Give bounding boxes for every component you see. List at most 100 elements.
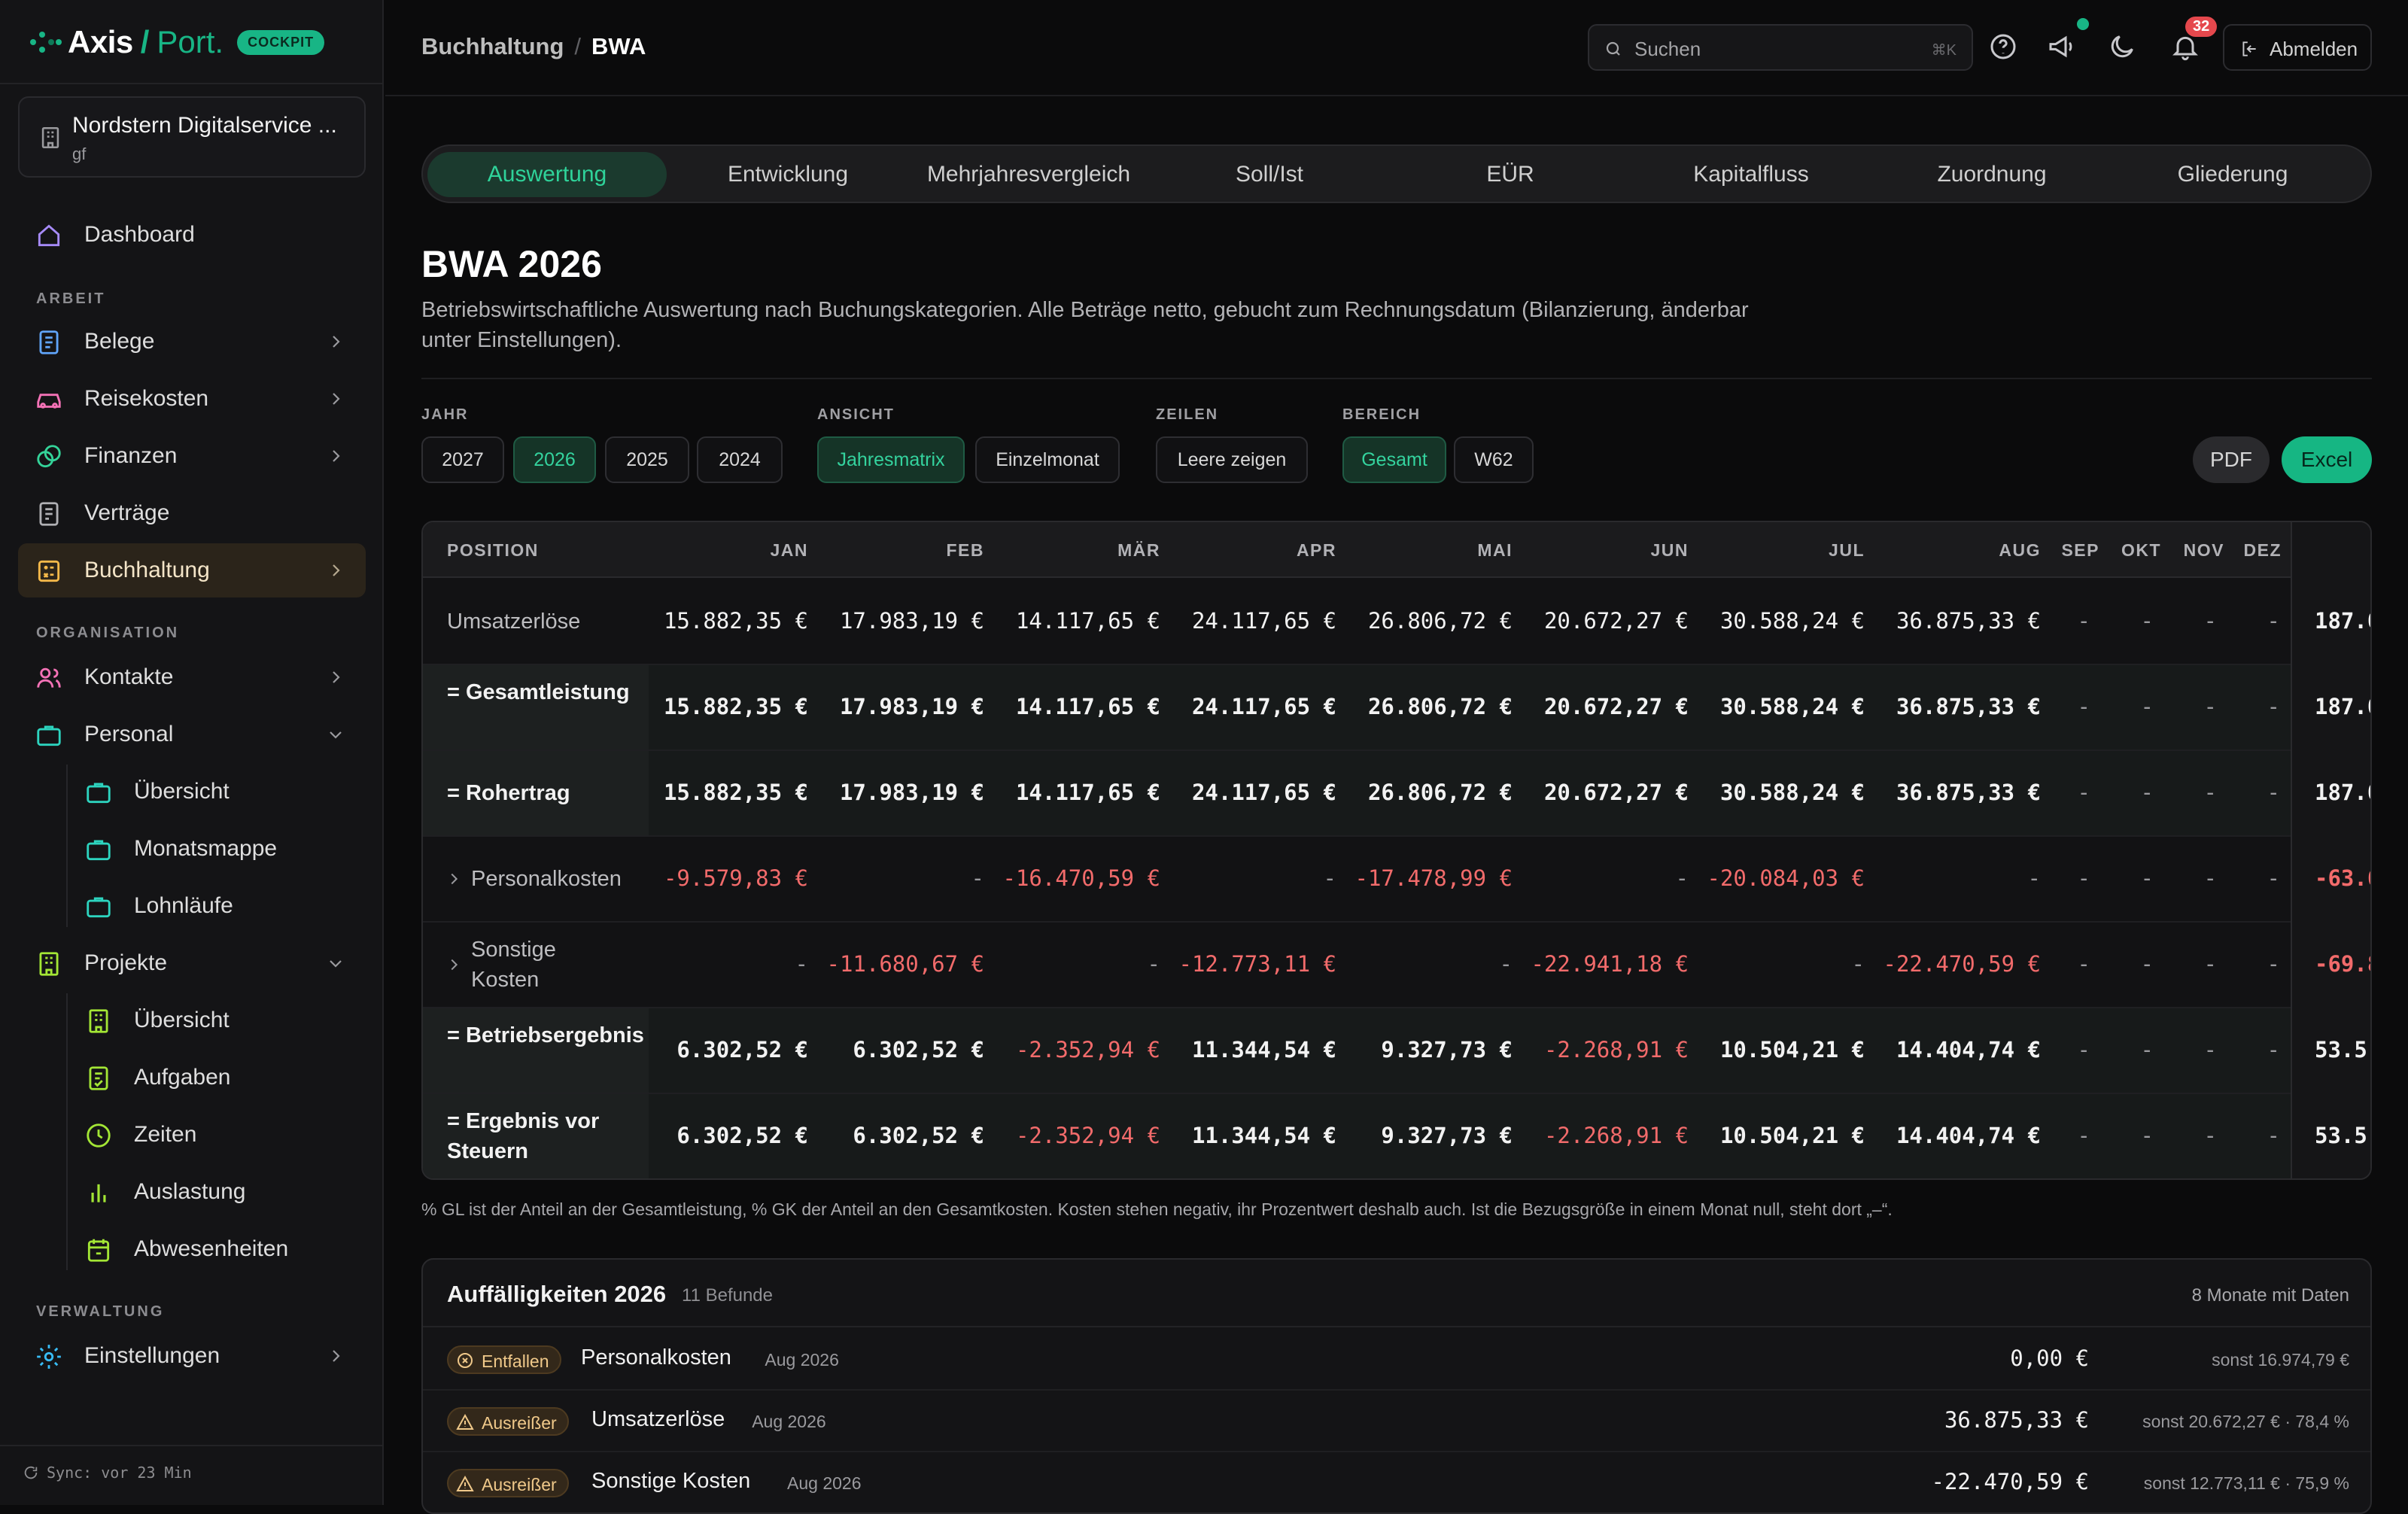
sidebar-item-reisekosten[interactable]: Reisekosten xyxy=(18,372,366,426)
year-chip-2024[interactable]: 2024 xyxy=(697,436,783,483)
megaphone-icon[interactable] xyxy=(2047,32,2077,62)
help-icon[interactable] xyxy=(1988,32,2018,62)
table-cell: 17.983,19 € xyxy=(839,608,984,634)
receipt-icon xyxy=(39,330,59,354)
table-cell: -22.470,59 € xyxy=(1883,951,2041,977)
anomaly-row[interactable]: Ausreißer Umsatzerlöse Aug 2026 36.875,33 €… xyxy=(423,1391,2370,1452)
table-cell: - xyxy=(1851,951,1865,977)
anomaly-position: Personalkosten xyxy=(581,1345,731,1370)
sidebar-item-label: Abwesenheiten xyxy=(134,1236,289,1261)
rows-chip-leere-zeigen[interactable]: Leere zeigen xyxy=(1156,436,1308,483)
sidebar-item-belege[interactable]: Belege xyxy=(18,315,366,369)
chevron-down-icon xyxy=(330,960,342,968)
sidebar-item-projekte-uebersicht[interactable]: Übersicht xyxy=(18,993,366,1047)
row-position-cell: Sonstige Kosten xyxy=(423,923,649,1007)
sidebar-item-monatsmappe[interactable]: Monatsmappe xyxy=(18,822,366,876)
org-sub: gf xyxy=(72,144,87,163)
sidebar-item-personal[interactable]: Personal xyxy=(18,707,366,762)
table-cell: 36.875,33 € xyxy=(1896,608,2041,634)
anomalies-header: Auffälligkeiten 2026 11 Befunde 8 Monate… xyxy=(423,1260,2370,1327)
tab-kapitalfluss[interactable]: Kapitalfluss xyxy=(1693,162,1809,187)
excel-export-button[interactable]: Excel xyxy=(2282,436,2372,483)
filter-label-jahr: JAHR xyxy=(421,406,469,423)
sidebar-item-finanzen[interactable]: Finanzen xyxy=(18,429,366,483)
table-cell: -2.352,94 € xyxy=(1015,1123,1160,1148)
app-logo[interactable]: Axis / Port. COCKPIT xyxy=(29,24,325,60)
tab-zuordnung[interactable]: Zuordnung xyxy=(1937,162,2047,187)
sidebar-item-label: Buchhaltung xyxy=(84,558,210,582)
sidebar-item-zeiten[interactable]: Zeiten xyxy=(18,1108,366,1162)
view-chip-einzelmonat[interactable]: Einzelmonat xyxy=(975,436,1120,483)
area-chip-gesamt[interactable]: Gesamt xyxy=(1342,436,1446,483)
table-cell: - xyxy=(2077,951,2090,977)
sidebar-item-einstellungen[interactable]: Einstellungen xyxy=(18,1329,366,1383)
table-cell: 15.882,35 € xyxy=(663,780,808,805)
tab-gliederung[interactable]: Gliederung xyxy=(2177,162,2288,187)
sidebar-item-label: Verträge xyxy=(84,500,170,525)
bwa-table: POSITION JAN FEB MÄR APR MAI JUN JUL AUG… xyxy=(421,521,2372,1180)
bell-icon[interactable] xyxy=(2170,32,2200,62)
table-cell: -17.478,99 € xyxy=(1354,865,1513,891)
table-cell: 24.117,65 € xyxy=(1191,694,1336,719)
table-cell: 30.588,24 € xyxy=(1719,694,1865,719)
year-chip-2025[interactable]: 2025 xyxy=(605,436,689,483)
submenu-line xyxy=(66,765,68,927)
year-chip-2027[interactable]: 2027 xyxy=(421,436,504,483)
expand-chevron-icon[interactable] xyxy=(445,871,462,887)
chevron-right-icon xyxy=(333,336,340,348)
breadcrumb: Buchhaltung / BWA xyxy=(421,33,646,60)
sidebar-item-kontakte[interactable]: Kontakte xyxy=(18,650,366,704)
search-icon xyxy=(1606,41,1620,56)
table-cell: - xyxy=(2267,694,2280,719)
sidebar-item-abwesenheiten[interactable]: Abwesenheiten xyxy=(18,1222,366,1276)
table-cell: 10.504,21 € xyxy=(1719,1123,1865,1148)
sidebar-item-vertraege[interactable]: Verträge xyxy=(18,486,366,540)
anomaly-row[interactable]: Ausreißer Sonstige Kosten Aug 2026 -22.470,… xyxy=(423,1452,2370,1512)
table-row[interactable]: Personalkosten -9.579,83 € - -16.470,59 € - -… xyxy=(423,837,2370,923)
table-cell: - xyxy=(2267,608,2280,634)
org-switcher[interactable]: Nordstern Digitalservice ... gf xyxy=(18,96,366,178)
table-cell: - xyxy=(2077,865,2090,891)
sidebar-item-label: Reisekosten xyxy=(84,386,209,411)
table-cell: 6.302,52 € xyxy=(853,1037,984,1063)
sidebar-item-auslastung[interactable]: Auslastung xyxy=(18,1165,366,1219)
sidebar-item-buchhaltung[interactable]: Buchhaltung xyxy=(18,543,366,597)
sidebar-item-dashboard[interactable]: Dashboard xyxy=(18,208,366,262)
logout-button[interactable]: Abmelden xyxy=(2223,24,2372,71)
anomalies-panel: Auffälligkeiten 2026 11 Befunde 8 Monate… xyxy=(421,1258,2372,1514)
table-cell: 10.504,21 € xyxy=(1719,1037,1865,1063)
sidebar-item-lohnlaeufe[interactable]: Lohnläufe xyxy=(18,879,366,933)
briefcase-icon xyxy=(87,840,111,861)
table-cell: - xyxy=(2267,865,2280,891)
year-total-cell: 187.0 xyxy=(2315,780,2370,805)
row-label: = Rohertrag xyxy=(447,781,570,805)
table-cell: 26.806,72 € xyxy=(1367,694,1513,719)
top-bar: Buchhaltung / BWA Suchen ⌘K 32 Abmelden xyxy=(385,0,2408,96)
tab-entwicklung[interactable]: Entwicklung xyxy=(727,162,849,187)
sidebar-item-projekte[interactable]: Projekte xyxy=(18,936,366,990)
pdf-export-button[interactable]: PDF xyxy=(2193,436,2270,483)
year-total-cell: 53.5 xyxy=(2315,1123,2367,1148)
search-input[interactable]: Suchen ⌘K xyxy=(1588,24,1973,71)
moon-icon[interactable] xyxy=(2107,32,2137,62)
sidebar-item-aufgaben[interactable]: Aufgaben xyxy=(18,1050,366,1105)
area-chip-w62[interactable]: W62 xyxy=(1454,436,1534,483)
table-row[interactable]: Sonstige Kosten - -11.680,67 € - -12.773,11 … xyxy=(423,923,2370,1008)
year-chip-2026[interactable]: 2026 xyxy=(513,436,596,483)
table-cell: 14.117,65 € xyxy=(1015,608,1160,634)
sidebar-item-label: Übersicht xyxy=(134,1008,230,1032)
sync-status[interactable]: Sync: vor 23 Min xyxy=(23,1464,192,1482)
sidebar-item-personal-uebersicht[interactable]: Übersicht xyxy=(18,765,366,819)
tab-soll-ist[interactable]: Soll/Ist xyxy=(1235,162,1304,187)
tab-auswertung[interactable]: Auswertung xyxy=(427,152,667,197)
anomaly-row[interactable]: Entfallen Personalkosten Aug 2026 0,00 € son… xyxy=(423,1329,2370,1391)
tab-eur[interactable]: EÜR xyxy=(1486,162,1534,187)
tab-mehrjahresvergleich[interactable]: Mehrjahresvergleich xyxy=(926,162,1131,187)
sidebar-item-label: Projekte xyxy=(84,950,168,975)
table-cell: - xyxy=(2203,951,2217,977)
expand-chevron-icon[interactable] xyxy=(445,956,462,973)
view-chip-jahresmatrix[interactable]: Jahresmatrix xyxy=(817,436,965,483)
breadcrumb-buchhaltung[interactable]: Buchhaltung xyxy=(421,33,564,59)
column-header-dez: DEZ xyxy=(2243,540,2282,560)
table-cell: - xyxy=(2267,1123,2280,1148)
